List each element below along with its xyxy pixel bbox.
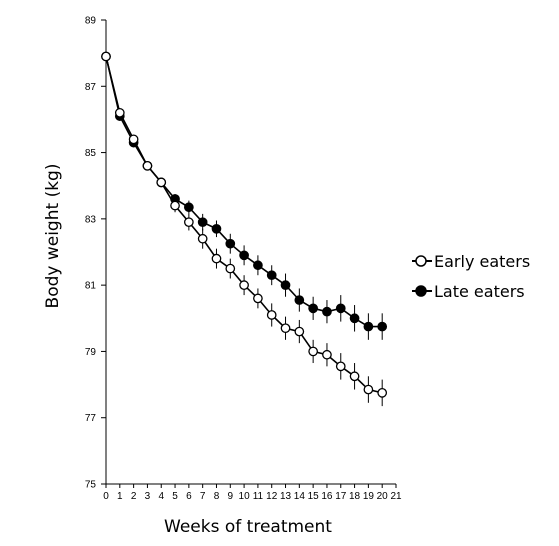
x-tick-label: 16	[321, 491, 333, 502]
x-tick-label: 17	[335, 491, 347, 502]
series-late-eaters	[101, 51, 388, 340]
x-tick-label: 13	[280, 491, 292, 502]
data-point	[184, 217, 194, 228]
y-axis-title: Body weight (kg)	[43, 164, 63, 309]
data-point	[280, 323, 291, 334]
data-point	[363, 321, 374, 332]
x-tick-label: 4	[158, 491, 164, 502]
data-point	[266, 310, 277, 320]
data-point	[253, 293, 263, 304]
x-tick-label: 21	[390, 491, 402, 502]
series-early-eaters	[101, 51, 388, 407]
x-tick-label: 6	[186, 491, 192, 502]
x-tick-label: 1	[117, 491, 123, 502]
y-tick-label: 83	[85, 214, 97, 225]
series	[101, 51, 388, 407]
data-point	[197, 217, 208, 228]
data-point	[239, 250, 249, 261]
data-point	[211, 253, 222, 264]
axes	[105, 20, 396, 485]
x-axis-title: Weeks of treatment	[164, 517, 332, 537]
data-point	[335, 361, 346, 372]
y-tick-label: 77	[85, 413, 97, 424]
data-point	[363, 384, 374, 395]
legend-marker-filled-circle	[415, 285, 427, 297]
legend: Early eaters Late eaters	[412, 252, 530, 301]
data-point	[266, 270, 277, 281]
x-tick-label: 19	[363, 491, 375, 502]
x-tick-label: 0	[103, 491, 109, 502]
legend-marker-open-circle	[415, 255, 427, 267]
data-point	[349, 371, 360, 382]
data-point	[294, 295, 305, 305]
x-tick-label: 20	[377, 491, 389, 502]
data-point	[225, 263, 236, 274]
data-point	[308, 303, 318, 314]
y-tick-label: 81	[85, 281, 97, 292]
data-point	[128, 134, 139, 145]
series-line	[105, 56, 383, 394]
x-tick-label: 11	[253, 491, 264, 502]
data-point	[184, 202, 194, 213]
data-point	[211, 223, 222, 234]
x-tick-label: 3	[145, 491, 151, 502]
x-tick-label: 18	[349, 491, 361, 502]
data-point	[294, 326, 305, 337]
x-tick-label: 14	[294, 491, 306, 502]
data-point	[349, 313, 360, 324]
legend-label: Late eaters	[434, 282, 525, 301]
x-tick-label: 9	[228, 491, 234, 502]
x-tick-label: 10	[239, 491, 251, 502]
x-tick-label: 15	[308, 491, 320, 502]
legend-label: Early eaters	[434, 252, 530, 271]
data-point	[142, 160, 153, 171]
data-point	[377, 321, 388, 332]
x-tick-label: 12	[266, 491, 278, 502]
data-point	[322, 306, 332, 317]
y-tick-label: 87	[85, 82, 97, 93]
y-tick-label: 79	[85, 347, 97, 358]
y-tick-label: 75	[85, 480, 97, 491]
data-point	[280, 280, 291, 290]
data-point	[170, 200, 180, 211]
data-point	[322, 349, 332, 360]
x-tick-label: 5	[172, 491, 178, 502]
legend-entry-late-eaters: Late eaters	[412, 282, 525, 301]
data-point	[239, 280, 249, 290]
data-point	[335, 303, 346, 314]
data-point	[101, 51, 111, 62]
legend-entry-early-eaters: Early eaters	[412, 252, 530, 271]
data-point	[114, 107, 125, 118]
data-point	[253, 260, 263, 271]
x-tick-label: 8	[214, 491, 220, 502]
data-point	[377, 388, 388, 398]
data-point	[156, 177, 167, 188]
y-tick-label: 89	[85, 16, 97, 27]
data-point	[197, 233, 208, 244]
data-point	[308, 346, 318, 357]
y-tick-label: 85	[85, 148, 97, 159]
x-tick-label: 2	[131, 491, 137, 502]
data-point	[225, 238, 236, 249]
x-tick-label: 7	[200, 491, 206, 502]
